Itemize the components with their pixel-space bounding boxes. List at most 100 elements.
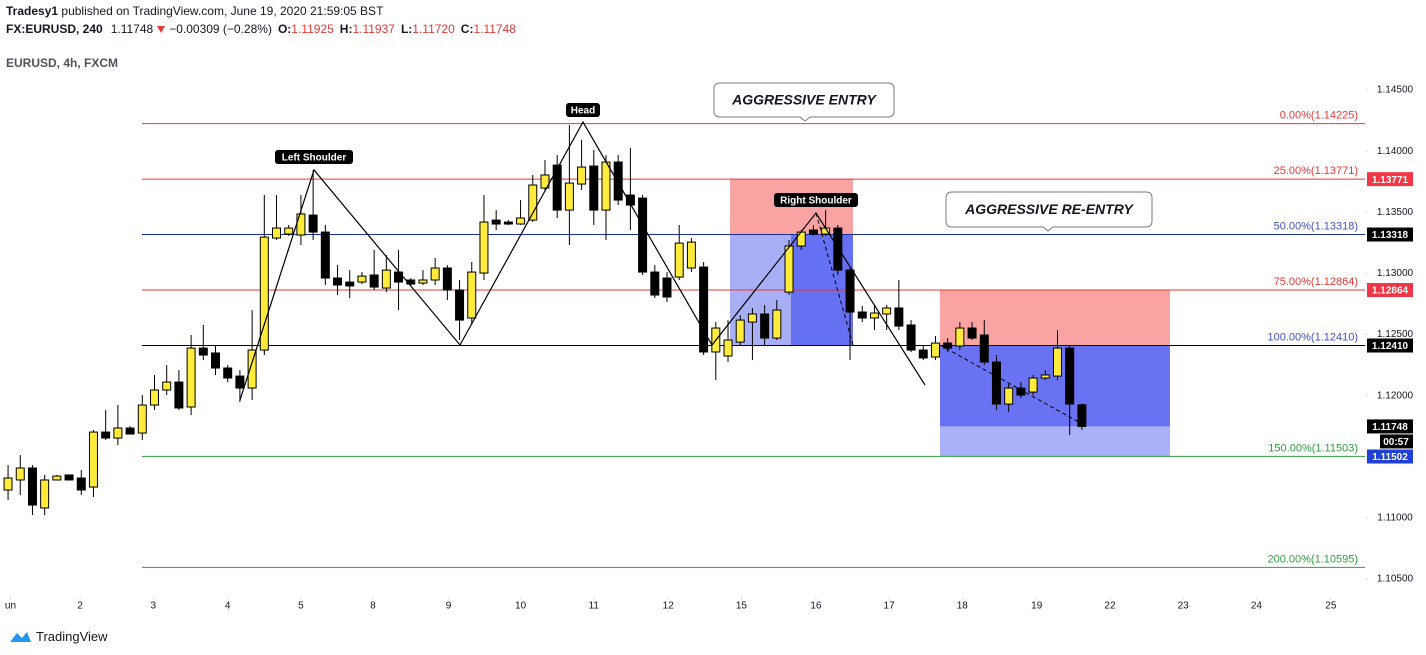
quote-line: FX:EURUSD, 240 1.11748 −0.00309 (−0.28%)… xyxy=(6,22,516,36)
x-tick-label: 22 xyxy=(1104,601,1116,612)
price-badge xyxy=(1367,338,1413,353)
candle-body xyxy=(943,342,953,349)
countdown-bg xyxy=(1380,434,1413,449)
change: −0.00309 (−0.28%) xyxy=(169,22,272,36)
candle-body xyxy=(747,313,757,323)
x-tick-label: 23 xyxy=(1178,601,1190,612)
position-zone xyxy=(940,426,1170,457)
candle-body xyxy=(760,313,770,339)
published: published on TradingView.com, June 19, 2… xyxy=(61,4,384,18)
fib-label: 100.00%(1.12410) xyxy=(1267,331,1358,343)
candle-body xyxy=(516,217,526,225)
last-price: 1.11748 xyxy=(110,22,154,36)
price-badge xyxy=(1367,227,1413,242)
candle-body xyxy=(772,309,782,339)
candle-body xyxy=(76,477,86,491)
candle-body xyxy=(247,349,257,389)
candle-body xyxy=(979,334,989,363)
candle-body xyxy=(564,182,574,211)
x-tick-label: 9 xyxy=(446,601,452,612)
down-arrow xyxy=(157,26,166,33)
candle-body xyxy=(1028,377,1038,393)
annotation-bg xyxy=(774,193,858,207)
x-tick-label: un xyxy=(5,601,16,612)
countdown: 00:57 xyxy=(1383,437,1409,448)
y-tick-label: 1.11000 xyxy=(1377,513,1413,524)
price-badge xyxy=(1367,419,1413,434)
annotation-bg xyxy=(566,103,600,117)
candle-body xyxy=(1040,374,1050,379)
price-badge-label: 1.11748 xyxy=(1372,422,1408,433)
candle-body xyxy=(174,381,184,409)
x-tick-label: 17 xyxy=(884,601,896,612)
annotation: Left Shoulder xyxy=(282,153,347,164)
candle-body xyxy=(223,367,233,379)
ohlc-key: C: xyxy=(460,22,474,36)
candle-body xyxy=(650,271,660,296)
candle-body xyxy=(394,271,404,283)
legend: EURUSD, 4h, FXCM xyxy=(6,56,119,70)
x-tick-label: 3 xyxy=(150,601,156,612)
symbol: FX:EURUSD, 240 xyxy=(6,22,103,36)
candle-body xyxy=(345,281,355,287)
candle-body xyxy=(869,312,879,319)
candle-body xyxy=(601,161,611,211)
candle-body xyxy=(857,311,867,319)
candle-body xyxy=(1077,404,1087,427)
callout-bg xyxy=(713,82,895,122)
candle-body xyxy=(686,241,696,269)
x-tick-label: 2 xyxy=(77,601,83,612)
candle-body xyxy=(808,229,818,235)
projection-dashed xyxy=(815,212,854,346)
candle-body xyxy=(796,231,806,247)
price-badge xyxy=(1367,449,1413,464)
x-tick-label: 19 xyxy=(1031,601,1043,612)
candle-body xyxy=(662,277,672,298)
candle-body xyxy=(845,269,855,313)
logo-icon xyxy=(10,632,31,642)
y-tick-label: 1.13500 xyxy=(1377,207,1414,218)
candle-body xyxy=(211,352,221,369)
candle-body xyxy=(272,227,282,239)
candle-body xyxy=(491,219,501,225)
candle-body xyxy=(503,221,513,225)
y-tick-label: 1.13000 xyxy=(1377,268,1414,279)
candle-body xyxy=(52,475,62,481)
annotation: Head xyxy=(571,106,595,117)
candle-body xyxy=(235,375,245,389)
candle-body xyxy=(357,275,367,283)
candle-body xyxy=(3,477,13,491)
candle-body xyxy=(186,347,196,408)
candle-body xyxy=(455,289,465,321)
fib-label: 150.00%(1.11503) xyxy=(1268,442,1358,454)
candle-body xyxy=(40,479,50,509)
ohlc-value: 1.11925 xyxy=(291,22,334,36)
author: Tradesy1 xyxy=(6,4,59,18)
ohlc-key: O: xyxy=(277,22,292,36)
x-tick-label: 12 xyxy=(663,601,675,612)
candle-body xyxy=(284,227,294,235)
x-tick-label: 4 xyxy=(225,601,231,612)
candle-body xyxy=(930,342,940,358)
candle-body xyxy=(137,404,147,434)
candle-body xyxy=(967,327,977,339)
candle-body xyxy=(162,381,172,391)
x-tick-label: 5 xyxy=(298,601,304,612)
candle-body xyxy=(638,197,648,273)
candle-body xyxy=(15,467,25,481)
price-badge-label: 1.13771 xyxy=(1372,175,1409,186)
candle-body xyxy=(320,231,330,279)
candle-body xyxy=(1065,347,1075,405)
candle-body xyxy=(589,165,599,211)
candle-body xyxy=(442,267,452,291)
candle-body xyxy=(149,389,159,406)
candle-body xyxy=(955,327,965,347)
x-tick-label: 10 xyxy=(515,601,527,612)
ohlc-value: 1.11937 xyxy=(352,22,395,36)
candle-body xyxy=(674,242,684,278)
candle-body xyxy=(27,467,37,506)
ohlc-key: H: xyxy=(339,22,353,36)
candle-body xyxy=(991,361,1001,405)
candle-body xyxy=(430,267,440,281)
ohlc-value: 1.11748 xyxy=(473,22,516,36)
